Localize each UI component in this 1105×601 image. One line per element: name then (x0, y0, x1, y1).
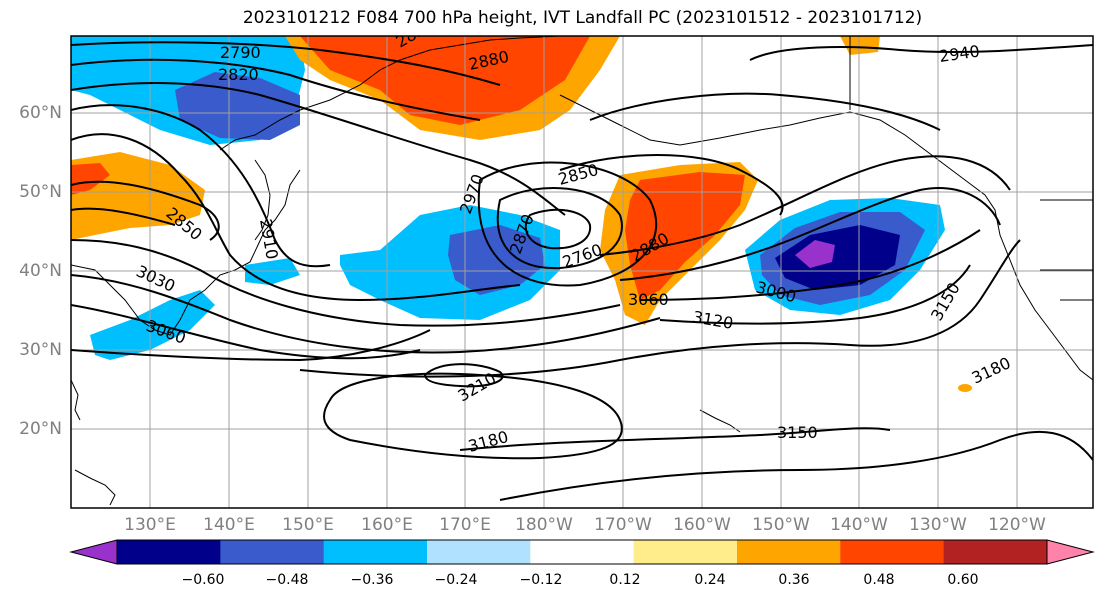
colorbar-cell (530, 540, 635, 564)
colorbar-extend-right (1047, 540, 1093, 564)
colorbar-cell (840, 540, 945, 564)
colorbar-cell (117, 540, 221, 564)
positive-anomaly-west-core (71, 163, 110, 195)
height-contours (71, 41, 1093, 501)
colorbar-cell (220, 540, 325, 564)
negative-anomaly-sw (90, 290, 215, 360)
lon-label: 170°E (439, 515, 491, 535)
contour-label: 2790 (220, 43, 261, 62)
lat-label: 50°N (19, 182, 62, 202)
lon-label: 170°W (594, 515, 652, 535)
colorbar-tick-label: −0.12 (519, 572, 563, 588)
colorbar-tick-label: −0.48 (265, 572, 309, 588)
colorbar-tick-label: 0.48 (863, 572, 895, 588)
lat-label: 60°N (19, 103, 62, 123)
colorbar-cell (633, 540, 738, 564)
lat-label: 30°N (19, 340, 62, 360)
lon-label: 150°E (282, 515, 334, 535)
positive-anomaly-small-e (958, 384, 972, 392)
negative-anomaly-nw-core (175, 72, 300, 140)
lon-label: 130°W (909, 515, 967, 535)
gridlines (71, 36, 1093, 508)
lat-label: 20°N (19, 419, 62, 439)
map-border (70, 35, 1094, 509)
colorbar-extend-left (71, 540, 117, 564)
map-title: 2023101212 F084 700 hPa height, IVT Land… (242, 8, 923, 28)
colorbar-tick-label: −0.24 (434, 572, 478, 588)
lon-label: 140°W (830, 515, 888, 535)
lon-label: 160°W (673, 515, 731, 535)
contour-label: 2820 (218, 65, 259, 84)
colorbar-cell (323, 540, 428, 564)
colorbar-tick-label: 0.24 (694, 572, 726, 588)
colorbar-tick-label: 0.12 (609, 572, 641, 588)
positive-anomaly-central-core (625, 172, 745, 300)
colorbar-tick-label: 0.36 (778, 572, 810, 588)
ivt-shading (71, 36, 972, 392)
colorbar-tick-label: −0.36 (350, 572, 394, 588)
lon-label: 160°E (361, 515, 413, 535)
negative-anomaly-east-peak (795, 240, 835, 268)
negative-anomaly-east-core (775, 225, 900, 290)
lon-label: 150°W (752, 515, 810, 535)
lat-label: 40°N (19, 261, 62, 281)
colorbar-tick-label: −0.60 (181, 572, 225, 588)
negative-anomaly-central-core (448, 225, 545, 295)
coastlines (71, 36, 1093, 506)
colorbar-tick-label: 0.60 (947, 572, 979, 588)
colorbar-cell (737, 540, 841, 564)
contour-label: 3060 (628, 290, 669, 309)
lon-label: 140°E (203, 515, 255, 535)
contour-label: 3150 (777, 423, 818, 442)
colorbar (69, 539, 1095, 565)
lon-label: 120°W (988, 515, 1046, 535)
colorbar-cell (943, 540, 1048, 564)
colorbar-cell (427, 540, 531, 564)
positive-anomaly-north-core (300, 36, 590, 125)
lon-label: 130°E (124, 515, 176, 535)
lon-label: 180°W (515, 515, 573, 535)
